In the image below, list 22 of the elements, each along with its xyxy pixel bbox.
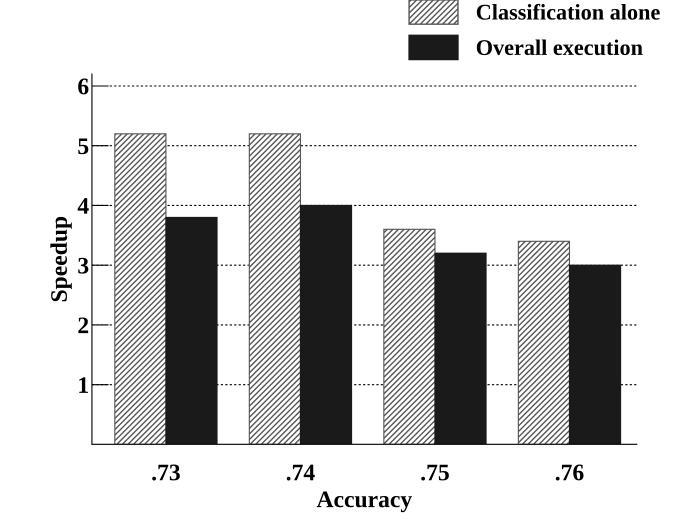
y-axis-title: Speedup (50, 216, 72, 302)
bar (518, 240, 570, 444)
bar (114, 133, 166, 444)
x-tick-label: .74 (286, 464, 315, 481)
y-tick-label: 1 (79, 377, 88, 393)
bar (165, 216, 218, 444)
bar (383, 228, 436, 444)
y-tick-label: 5 (78, 138, 88, 154)
y-tick-label: 3 (78, 258, 88, 274)
legend-label: Overall execution (476, 39, 643, 56)
x-axis-title: Accuracy (316, 492, 412, 512)
bar (434, 252, 487, 444)
x-tick-label: .75 (421, 464, 449, 481)
legend-label: Classification alone (476, 4, 660, 20)
bar (568, 264, 622, 444)
bar (248, 133, 301, 444)
y-tick-label: 6 (78, 78, 88, 94)
x-tick-label: .73 (152, 464, 180, 481)
y-tick-label: 2 (78, 317, 88, 334)
x-tick-label: .76 (556, 464, 584, 481)
bar (300, 204, 352, 444)
y-tick-label: 4 (78, 198, 89, 214)
